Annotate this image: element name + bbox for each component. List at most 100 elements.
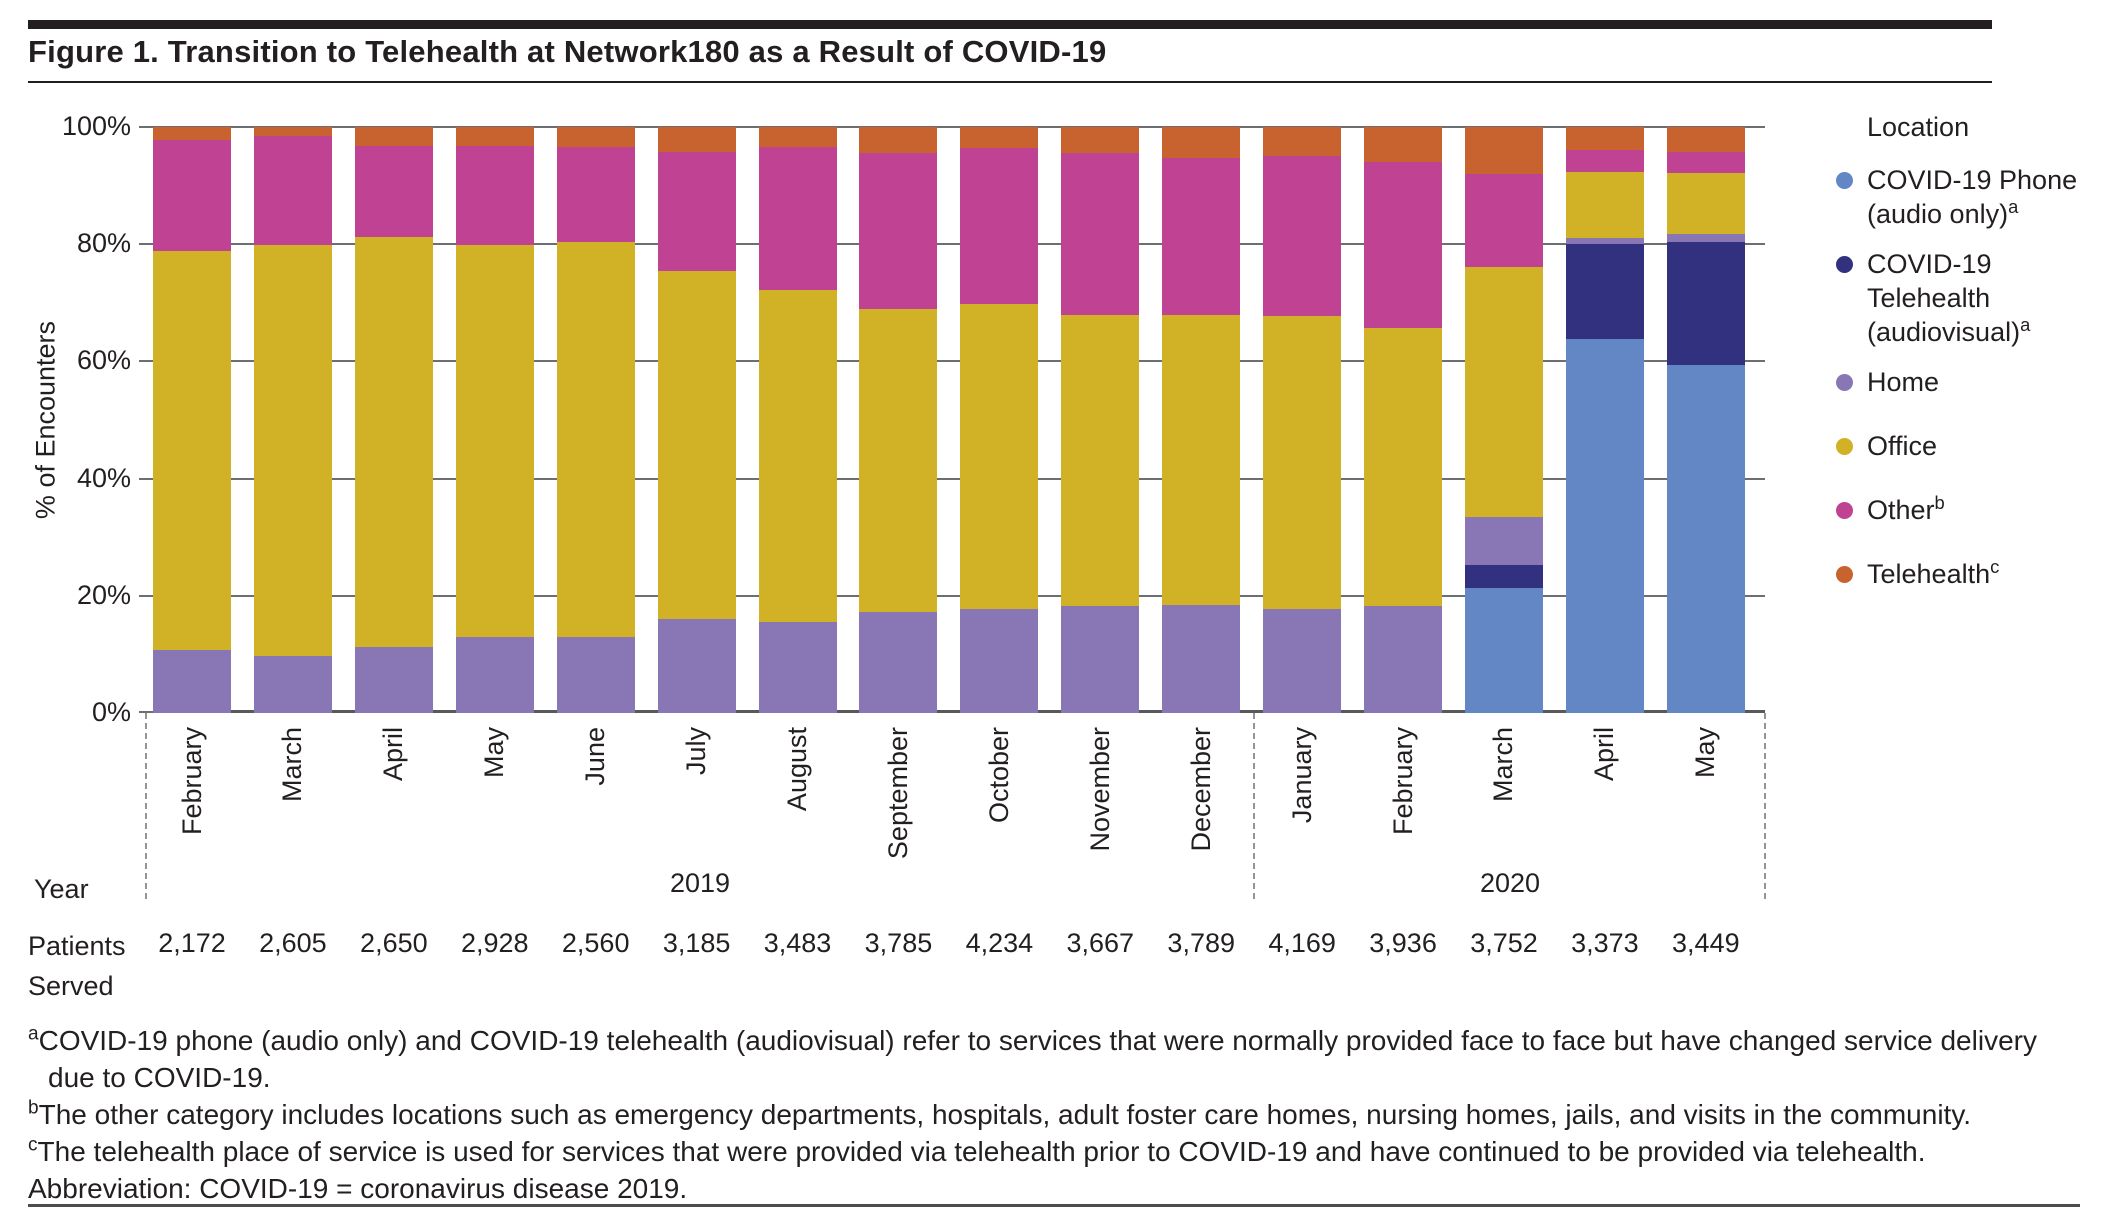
patients-count: 3,483 (763, 928, 832, 958)
legend-item-telehealth: Telehealthc (1836, 557, 2104, 591)
patients-count: 3,667 (1066, 928, 1135, 958)
title-rule (28, 81, 1992, 83)
x-tick-cell: May (1667, 727, 1745, 899)
year-2020-label: 2020 (1479, 868, 1541, 898)
bar-segment-home (960, 608, 1039, 713)
y-tick (139, 711, 153, 713)
bar-segment-office (1666, 172, 1745, 234)
patients-count: 2,172 (158, 928, 226, 958)
bar-segment-home (556, 636, 635, 713)
plot: 0% 20% 40% 60% 80% 100% (62, 111, 1765, 727)
figure-header-bar (28, 20, 1992, 29)
patients-served-row: 2,172 2,605 2,650 2,928 2,560 3,185 3,483 3,785… (153, 928, 1765, 959)
bar-segment-home (455, 637, 534, 713)
y-tick (139, 243, 153, 245)
y-tick-label: 20% (76, 580, 131, 610)
patients-count: 2,928 (460, 928, 529, 958)
bar-segment-home (153, 650, 231, 713)
x-tick-label: April (378, 727, 409, 782)
bar-segment-telehealth (960, 127, 1039, 149)
x-tick-cell: February (153, 727, 231, 899)
patients-count: 2,650 (360, 928, 428, 958)
bar-segment-office (1061, 314, 1140, 606)
bar-segment-home (1666, 233, 1745, 243)
bar-segment-other (455, 146, 534, 246)
patients-count: 3,752 (1470, 928, 1538, 958)
bar-segment-home (354, 646, 433, 713)
x-tick-cell: April (355, 727, 433, 899)
bar-may-2020 (1666, 127, 1745, 713)
patients-count: 2,560 (561, 928, 630, 958)
footnote-abbreviation: Abbreviation: COVID-19 = coronavirus dis… (28, 1173, 688, 1204)
bar-segment-office (758, 289, 837, 623)
footnote-b: bThe other category includes locations s… (28, 1097, 1972, 1130)
bar-segment-other (556, 146, 635, 243)
bar-segment-other (1263, 156, 1342, 317)
legend-dot-covid-telehealth-icon (1836, 256, 1853, 273)
axis-divider-right (1764, 713, 1766, 899)
year-row-label: Year (34, 874, 89, 904)
x-tick-label: January (1286, 727, 1317, 824)
patients-label-line1: Patients (28, 931, 126, 961)
x-tick-cell: March (254, 727, 332, 899)
x-tick-cell: September (859, 727, 937, 899)
bar-segment-telehealth (1565, 127, 1644, 151)
x-tick-label: November (1084, 727, 1115, 852)
bar-segment-home (1565, 237, 1644, 245)
bar-october-2019 (960, 127, 1039, 713)
bar-segment-telehealth (1364, 127, 1443, 162)
x-tick-label: August (782, 727, 813, 812)
y-tick-label: 80% (76, 228, 131, 258)
bar-segment-telehealth (1464, 127, 1543, 174)
footnote-c: cThe telehealth place of service is used… (28, 1134, 1926, 1167)
bar-segment-telehealth (1162, 127, 1241, 159)
legend-item-covid-phone: COVID-19 Phone (audio only)a (1836, 163, 2104, 231)
bar-january-2020 (1263, 127, 1342, 713)
legend-dot-office-icon (1836, 438, 1853, 455)
bar-segment-office (556, 242, 635, 637)
bar-segment-telehealth (657, 127, 736, 152)
y-tick-label: 100% (61, 111, 131, 141)
bar-march-2019 (253, 127, 332, 713)
bar-april-2019 (354, 127, 433, 713)
y-tick (139, 360, 153, 362)
patients-count: 3,936 (1369, 928, 1437, 958)
gridline-60 (153, 360, 1765, 362)
bar-april-2020 (1565, 127, 1644, 713)
patients-count: 3,373 (1571, 928, 1639, 958)
bar-segment-telehealth (253, 127, 332, 137)
patients-count: 3,449 (1672, 928, 1740, 958)
bar-segment-telehealth (153, 127, 231, 140)
gridline-80 (153, 243, 1765, 245)
bar-july-2019 (657, 127, 736, 713)
y-tick-label: 0% (91, 697, 131, 727)
legend-item-home: Home (1836, 365, 2104, 399)
bar-segment-office (859, 309, 938, 613)
bar-february-2020 (1364, 127, 1443, 713)
bar-segment-covid-phone (1464, 588, 1543, 713)
gridline-40 (153, 478, 1765, 480)
year-2019-label: 2019 (669, 868, 731, 898)
patients-count: 3,789 (1167, 928, 1235, 958)
patients-served-label: Patients Served (28, 926, 126, 1006)
bar-segment-telehealth (758, 127, 837, 147)
bar-segment-office (1263, 316, 1342, 610)
bar-segment-telehealth (1263, 127, 1342, 157)
bar-segment-office (1162, 314, 1241, 605)
bar-segment-covid-telehealth (1464, 565, 1543, 589)
bar-september-2019 (859, 127, 938, 713)
x-tick-label: June (580, 727, 611, 786)
gridline-20 (153, 595, 1765, 597)
x-tick-label: April (1589, 727, 1620, 782)
legend-label: COVID-19 Telehealth (audiovisual)a (1867, 249, 2031, 347)
bar-segment-telehealth (354, 127, 433, 147)
footnote-a: aCOVID-19 phone (audio only) and COVID-1… (28, 1023, 2037, 1093)
bar-november-2019 (1061, 127, 1140, 713)
legend-label: Office (1867, 431, 1938, 461)
legend-dot-other-icon (1836, 502, 1853, 519)
axis-divider-left (145, 713, 147, 899)
bar-segment-office (253, 245, 332, 656)
x-tick-cell: December (1162, 727, 1240, 899)
y-tick (139, 126, 153, 128)
x-tick-label: May (1690, 727, 1721, 779)
